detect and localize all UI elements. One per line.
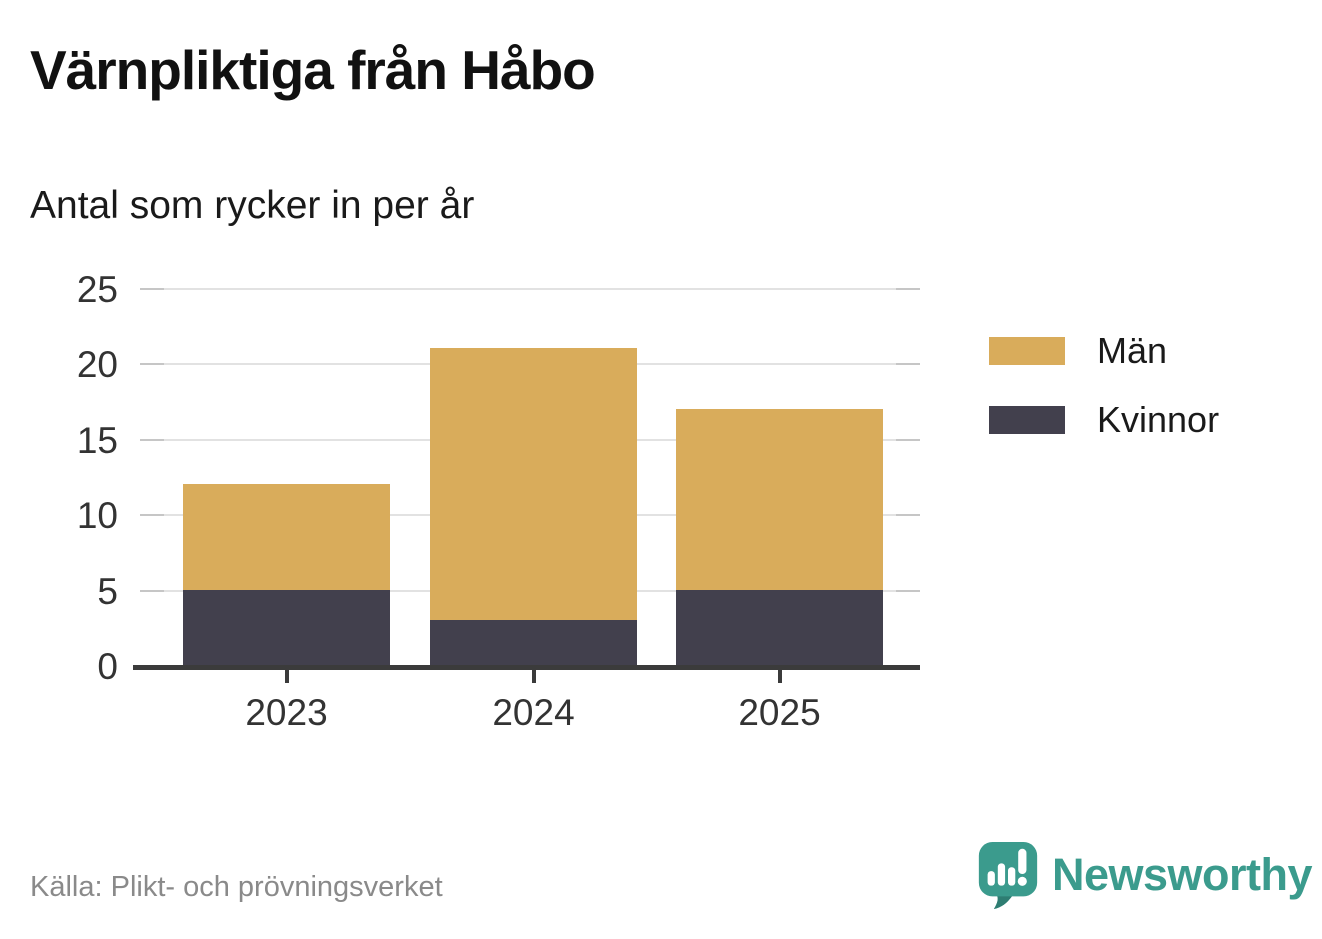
chart-subtitle: Antal som rycker in per år [30, 184, 475, 227]
bar-2023-män [183, 484, 390, 590]
legend-swatch-kvinnor [989, 406, 1065, 434]
bar-2023-kvinnor [183, 589, 390, 665]
legend-item-män: Män [989, 330, 1219, 372]
legend-label: Kvinnor [1097, 399, 1220, 440]
chart-title: Värnpliktiga från Håbo [30, 39, 596, 101]
plot-area [133, 288, 920, 670]
y-axis-tick-label: 25 [76, 269, 118, 310]
y-axis-tick-label: 5 [97, 570, 118, 612]
y-axis-tick-label: 20 [76, 344, 118, 386]
x-axis-tick [531, 670, 536, 683]
brand-wordmark: Newsworthy [1052, 849, 1313, 900]
y-axis-tick-label: 10 [76, 495, 118, 537]
gridline-tick-right [896, 514, 920, 517]
gridline-tick-left [140, 438, 164, 441]
x-axis-tick-label: 2025 [738, 692, 821, 733]
y-axis-tick-label: 0 [97, 646, 118, 687]
x-axis-tick [777, 670, 782, 683]
bar-2025-kvinnor [676, 589, 883, 665]
gridline-tick-left [140, 363, 164, 366]
x-axis-tick-label: 2023 [245, 692, 328, 733]
legend-swatch-män [989, 337, 1065, 365]
bar-2024-kvinnor [430, 619, 637, 665]
legend: Män Kvinnor [989, 330, 1219, 468]
gridline-tick-left [140, 288, 164, 290]
brand-logo: Newsworthy [976, 841, 1313, 909]
bar-2025-män [676, 408, 883, 590]
x-axis-line [133, 665, 920, 670]
y-axis-tick-label: 15 [76, 419, 118, 461]
legend-label: Män [1097, 330, 1168, 371]
gridline-tick-right [896, 589, 920, 592]
gridline-tick-left [140, 589, 164, 592]
gridline-tick-right [896, 438, 920, 441]
newsworthy-bubble-icon [978, 841, 1038, 909]
legend-item-kvinnor: Kvinnor [989, 399, 1219, 441]
gridline-tick-right [896, 288, 920, 290]
gridline-tick-left [140, 514, 164, 517]
gridline-y-25 [140, 288, 920, 290]
gridline-tick-right [896, 363, 920, 366]
bar-2024-män [430, 348, 637, 620]
source-caption: Källa: Plikt- och prövningsverket [30, 871, 443, 903]
x-axis-tick-label: 2024 [492, 692, 575, 733]
x-axis-tick [284, 670, 289, 683]
